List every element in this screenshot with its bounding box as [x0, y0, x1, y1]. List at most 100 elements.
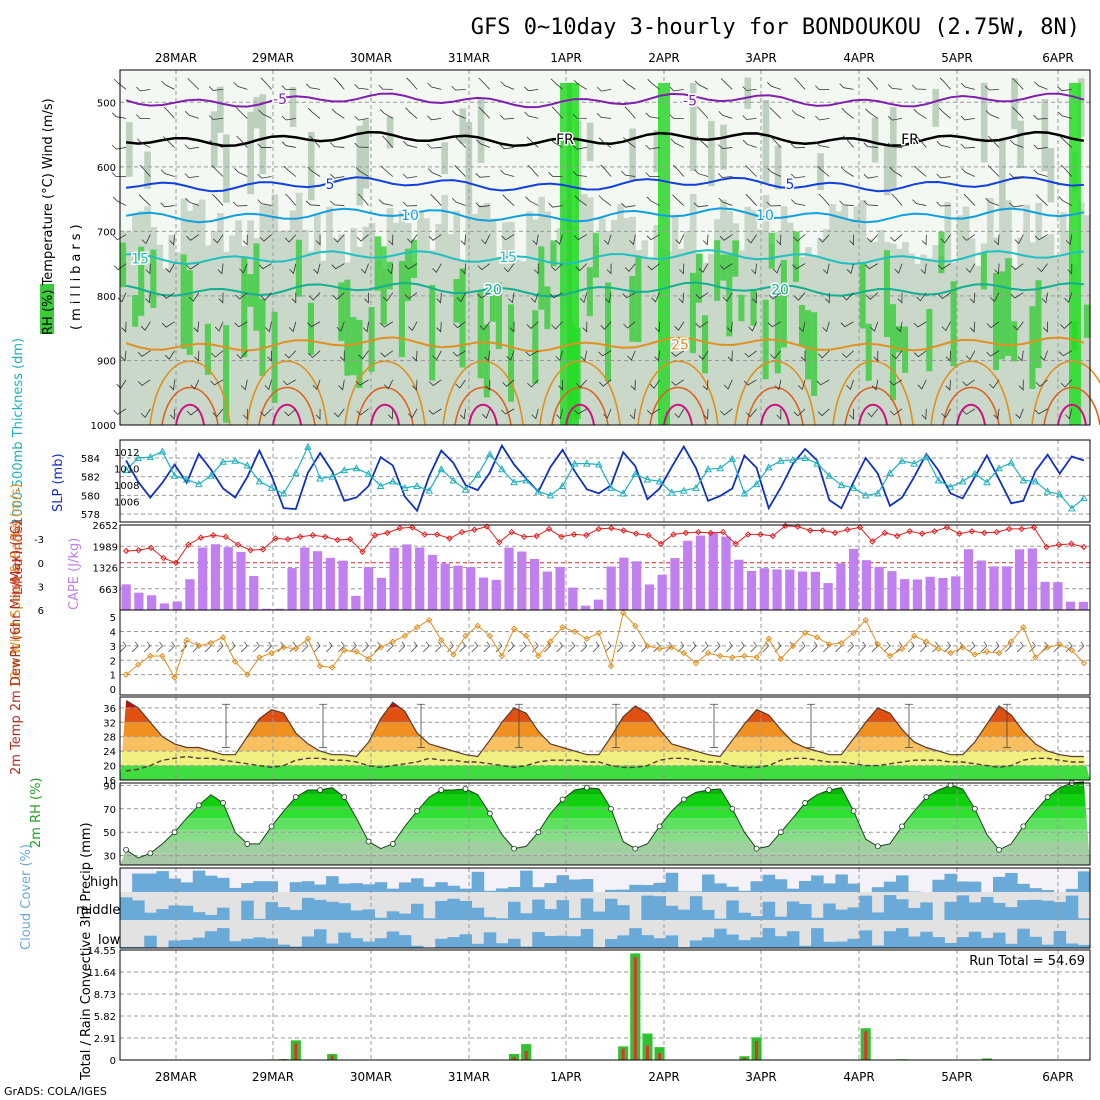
rh-shade [1083, 304, 1091, 338]
cloud-bar [120, 946, 133, 948]
cape-bar [312, 551, 323, 610]
wind-barb [907, 641, 915, 653]
wind-barb [407, 234, 418, 244]
li-point [234, 541, 242, 548]
temp-contour-label: 15 [499, 250, 517, 266]
rh-shade [926, 309, 933, 372]
cloud-bar [702, 874, 715, 892]
wind-barb [627, 350, 636, 361]
wind-barb [917, 379, 927, 390]
cloud-bar [168, 940, 182, 948]
wind-speed-point [595, 629, 603, 637]
wind-barb [669, 86, 684, 92]
wind-speed-point [995, 649, 1003, 657]
rh-shade [198, 199, 206, 425]
wind-barb [598, 350, 612, 357]
rh-shade [423, 218, 430, 425]
thickness-point [910, 459, 919, 467]
wind-barb [140, 408, 151, 419]
cloud-bar [350, 938, 363, 948]
wind-barb [525, 196, 539, 206]
wind-barb [1035, 379, 1048, 387]
rh-shade [356, 319, 364, 388]
wind-barb [940, 234, 951, 244]
cloud-bar [459, 900, 473, 920]
wind-barb [556, 408, 563, 420]
cloud-bar [799, 880, 812, 892]
cloud-bar [204, 914, 218, 920]
cape-bar [836, 563, 846, 610]
rh-shade [283, 230, 291, 425]
cloud-bar [1041, 900, 1055, 920]
rh-shade [526, 211, 533, 425]
wind-barb [936, 141, 951, 148]
wind-barb [330, 142, 345, 148]
wind-barb [842, 135, 854, 148]
temp-contour-label: FR [556, 132, 574, 148]
rh-shade [210, 231, 218, 425]
li-point [160, 554, 167, 562]
rh-shade [174, 252, 182, 425]
wind-barb [436, 321, 442, 333]
rh-point [680, 796, 687, 803]
rh-shade [756, 229, 764, 425]
wind-speed-point [401, 632, 409, 640]
rh-shade [653, 225, 661, 425]
rh-point [535, 829, 542, 836]
slp-tick-label: 1008 [114, 481, 139, 492]
li-point [707, 529, 714, 537]
cape-bar [287, 568, 297, 610]
li-point [346, 535, 354, 543]
cloud-row-label-high: high [90, 875, 118, 890]
wind-barb [119, 641, 127, 653]
temp-contour [565, 404, 595, 426]
wind-barb [213, 234, 224, 244]
cape-bar [223, 547, 233, 610]
rh-point [971, 805, 978, 812]
cloud-bar [120, 897, 133, 920]
wind-barb [604, 292, 612, 304]
rh-ylabel: 2m RH (%) [29, 777, 44, 848]
wind-barb [698, 350, 709, 360]
wind-barb [330, 173, 345, 179]
wind-barb [744, 350, 757, 358]
panel-frame [119, 69, 1091, 426]
temp-contour [468, 404, 498, 426]
wind-barb [825, 292, 830, 304]
wind-barb [550, 78, 563, 90]
wind-barb [451, 85, 466, 91]
rh-shade [429, 284, 436, 381]
wind-barb [871, 379, 879, 391]
wind-barb [696, 136, 709, 148]
cloud-bar [823, 883, 836, 892]
wind-barb [968, 641, 976, 653]
cloud-row-label-low: low [98, 933, 121, 948]
cape-bar [1027, 548, 1037, 610]
temp-ylabel: 2m Temp 2m DewPt (6hr Min/Max) (°C) [9, 520, 24, 775]
wind-barb [260, 292, 272, 301]
cloud-bar [605, 898, 618, 920]
cloud-bar [386, 931, 400, 948]
rh-shade [326, 207, 333, 425]
wind-barb [499, 144, 515, 150]
rh-shade [744, 77, 752, 109]
thickness-point [825, 471, 834, 479]
li-point [608, 524, 615, 532]
wind-barb [573, 234, 588, 241]
wind-barb [459, 641, 466, 653]
li-point [918, 530, 926, 537]
cloud-bar [301, 936, 315, 948]
wind-barb [1058, 350, 1073, 357]
wind-barb [475, 202, 490, 208]
wind-barb [281, 115, 296, 121]
rh-tick-label: 50 [103, 828, 116, 839]
li-point [172, 559, 180, 566]
wind-barb [168, 641, 175, 653]
rh-shade [865, 323, 873, 381]
wind-speed-point [207, 639, 215, 647]
wind-speed-point [923, 638, 930, 645]
wind-speed-point [122, 671, 130, 678]
rh-shade [768, 244, 776, 425]
cloud-bar [471, 943, 485, 948]
top-date-label: 1APR [550, 51, 581, 65]
